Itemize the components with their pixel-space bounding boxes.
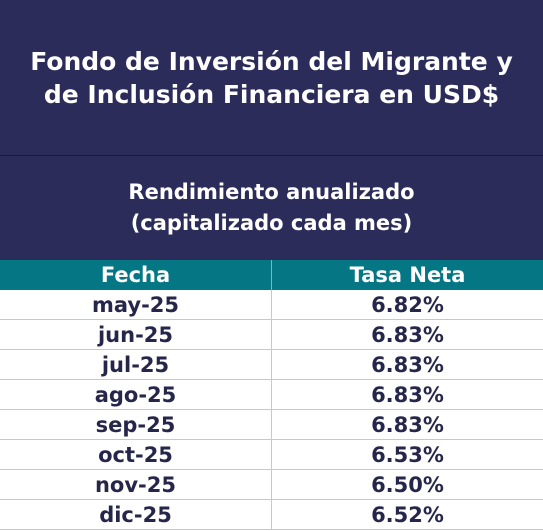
fecha-cell: dic-25: [0, 500, 272, 529]
tasa-cell: 6.83%: [371, 382, 444, 407]
table-row: dic-25 6.52%: [0, 500, 543, 530]
tasa-cell: 6.82%: [371, 292, 444, 317]
fecha-cell: jul-25: [0, 350, 272, 379]
table-row: may-25 6.82%: [0, 290, 543, 320]
subtitle-banner: Rendimiento anualizado (capitalizado cad…: [0, 156, 543, 260]
rate-table-body: may-25 6.82% jun-25 6.83% jul-25 6.83% a…: [0, 290, 543, 530]
column-header-row: Fecha Tasa Neta: [0, 260, 543, 290]
subtitle-line-2: (capitalizado cada mes): [130, 211, 413, 235]
tasa-cell: 6.83%: [371, 352, 444, 377]
title-banner: Fondo de Inversión del Migrante y de Inc…: [0, 0, 543, 156]
fecha-cell: oct-25: [0, 440, 272, 469]
tasa-cell: 6.53%: [371, 442, 444, 467]
table-row: jun-25 6.83%: [0, 320, 543, 350]
fecha-cell: nov-25: [0, 470, 272, 499]
fund-title: Fondo de Inversión del Migrante y de Inc…: [30, 46, 513, 109]
column-header-tasa-neta: Tasa Neta: [349, 263, 466, 287]
fecha-cell: jun-25: [0, 320, 272, 349]
table-row: nov-25 6.50%: [0, 470, 543, 500]
tasa-cell: 6.52%: [371, 502, 444, 527]
fecha-cell: ago-25: [0, 380, 272, 409]
fecha-cell: may-25: [0, 290, 272, 319]
tasa-cell: 6.83%: [371, 322, 444, 347]
tasa-cell: 6.50%: [371, 472, 444, 497]
table-row: jul-25 6.83%: [0, 350, 543, 380]
column-header-fecha: Fecha: [0, 260, 272, 290]
tasa-cell: 6.83%: [371, 412, 444, 437]
table-row: sep-25 6.83%: [0, 410, 543, 440]
table-row: oct-25 6.53%: [0, 440, 543, 470]
fecha-cell: sep-25: [0, 410, 272, 439]
table-row: ago-25 6.83%: [0, 380, 543, 410]
subtitle-line-1: Rendimiento anualizado: [128, 180, 415, 204]
